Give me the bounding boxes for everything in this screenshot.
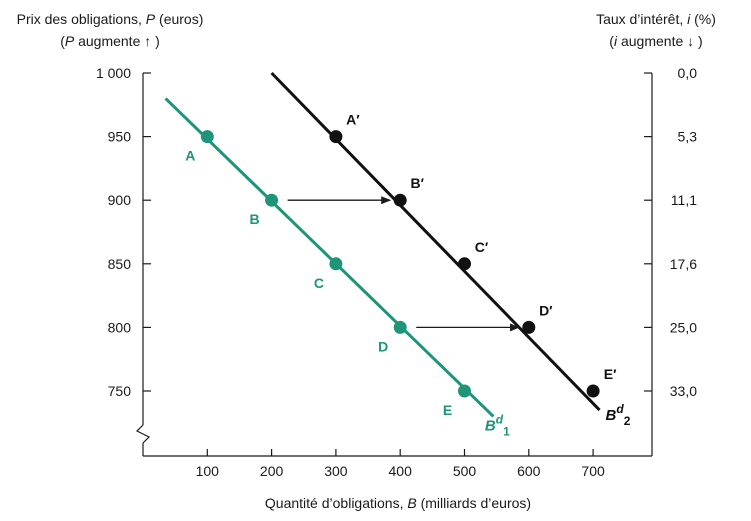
y-left-tick-label-950: 950 <box>108 129 132 145</box>
point-label-Bd1-C: C <box>314 275 324 291</box>
point-label-Bd1-A: A <box>185 148 195 164</box>
shift-arrows <box>287 196 520 332</box>
y-left-tick-label-900: 900 <box>108 192 132 208</box>
point-Bd1-B <box>265 193 279 207</box>
point-Bd2-Bprime <box>393 193 407 207</box>
point-Bd1-A <box>200 130 214 144</box>
curve-label-Bd2: Bd2 <box>606 402 631 428</box>
x-tick-label-300: 300 <box>324 463 348 479</box>
y-right-tick-label-800: 25,0 <box>670 319 697 335</box>
y-right-tick-label-950: 5,3 <box>678 129 698 145</box>
axis-break-mark <box>135 424 151 444</box>
y-right-tick-label-1000: 0,0 <box>678 65 698 81</box>
point-Bd1-D <box>393 320 407 334</box>
point-Bd2-Eprime <box>586 384 600 398</box>
x-tick-label-500: 500 <box>453 463 477 479</box>
axis-ticks: 100 200 300 400 500 600 700 1 000 950 900 850 800 75… <box>96 65 697 479</box>
y-right-tick-label-900: 11,1 <box>671 192 697 208</box>
curve-line-Bd1 <box>164 97 495 418</box>
x-tick-label-200: 200 <box>260 463 284 479</box>
point-label-Bd2-Cprime: C′ <box>475 239 489 255</box>
left-axis-title-line2: (P augmente ↑ ) <box>60 33 160 49</box>
right-axis-title-line2: (i augmente ↓ ) <box>609 33 702 49</box>
curve-line-Bd2 <box>270 71 601 412</box>
point-Bd2-Cprime <box>458 257 471 271</box>
data-points: A B C D E A′ B′ C′ D′ E′ <box>185 112 617 418</box>
y-left-tick-label-750: 750 <box>108 383 132 399</box>
curve-labels: Bd1 Bd2 <box>485 402 631 438</box>
point-label-Bd2-Dprime: D′ <box>539 302 553 318</box>
y-left-tick-label-1000: 1 000 <box>96 65 131 81</box>
point-Bd1-C <box>329 257 343 271</box>
y-left-tick-label-850: 850 <box>108 256 132 272</box>
point-label-Bd1-E: E <box>443 402 452 418</box>
x-axis-title: Quantité d’obligations, B (milliards d’e… <box>265 495 531 511</box>
x-tick-label-600: 600 <box>517 463 541 479</box>
x-tick-label-100: 100 <box>196 463 220 479</box>
point-Bd2-Aprime <box>329 130 343 144</box>
y-left-tick-label-800: 800 <box>108 319 132 335</box>
demand-curves <box>164 71 601 418</box>
point-label-Bd2-Bprime: B′ <box>410 175 424 191</box>
point-label-Bd1-B: B <box>250 211 260 227</box>
x-tick-label-400: 400 <box>389 463 413 479</box>
point-label-Bd2-Aprime: A′ <box>346 112 360 128</box>
y-right-tick-label-850: 17,6 <box>670 256 697 272</box>
point-Bd2-Dprime <box>522 320 536 334</box>
y-right-tick-label-750: 33,0 <box>670 383 697 399</box>
point-label-Bd1-D: D <box>378 338 388 354</box>
right-axis-title-line1: Taux d’intérêt, i (%) <box>596 11 716 27</box>
left-axis-title-line1: Prix des obligations, P (euros) <box>17 11 204 27</box>
curve-label-Bd1: Bd1 <box>485 412 510 438</box>
x-tick-label-700: 700 <box>581 463 605 479</box>
point-Bd1-E <box>458 384 471 398</box>
point-label-Bd2-Eprime: E′ <box>604 366 617 382</box>
